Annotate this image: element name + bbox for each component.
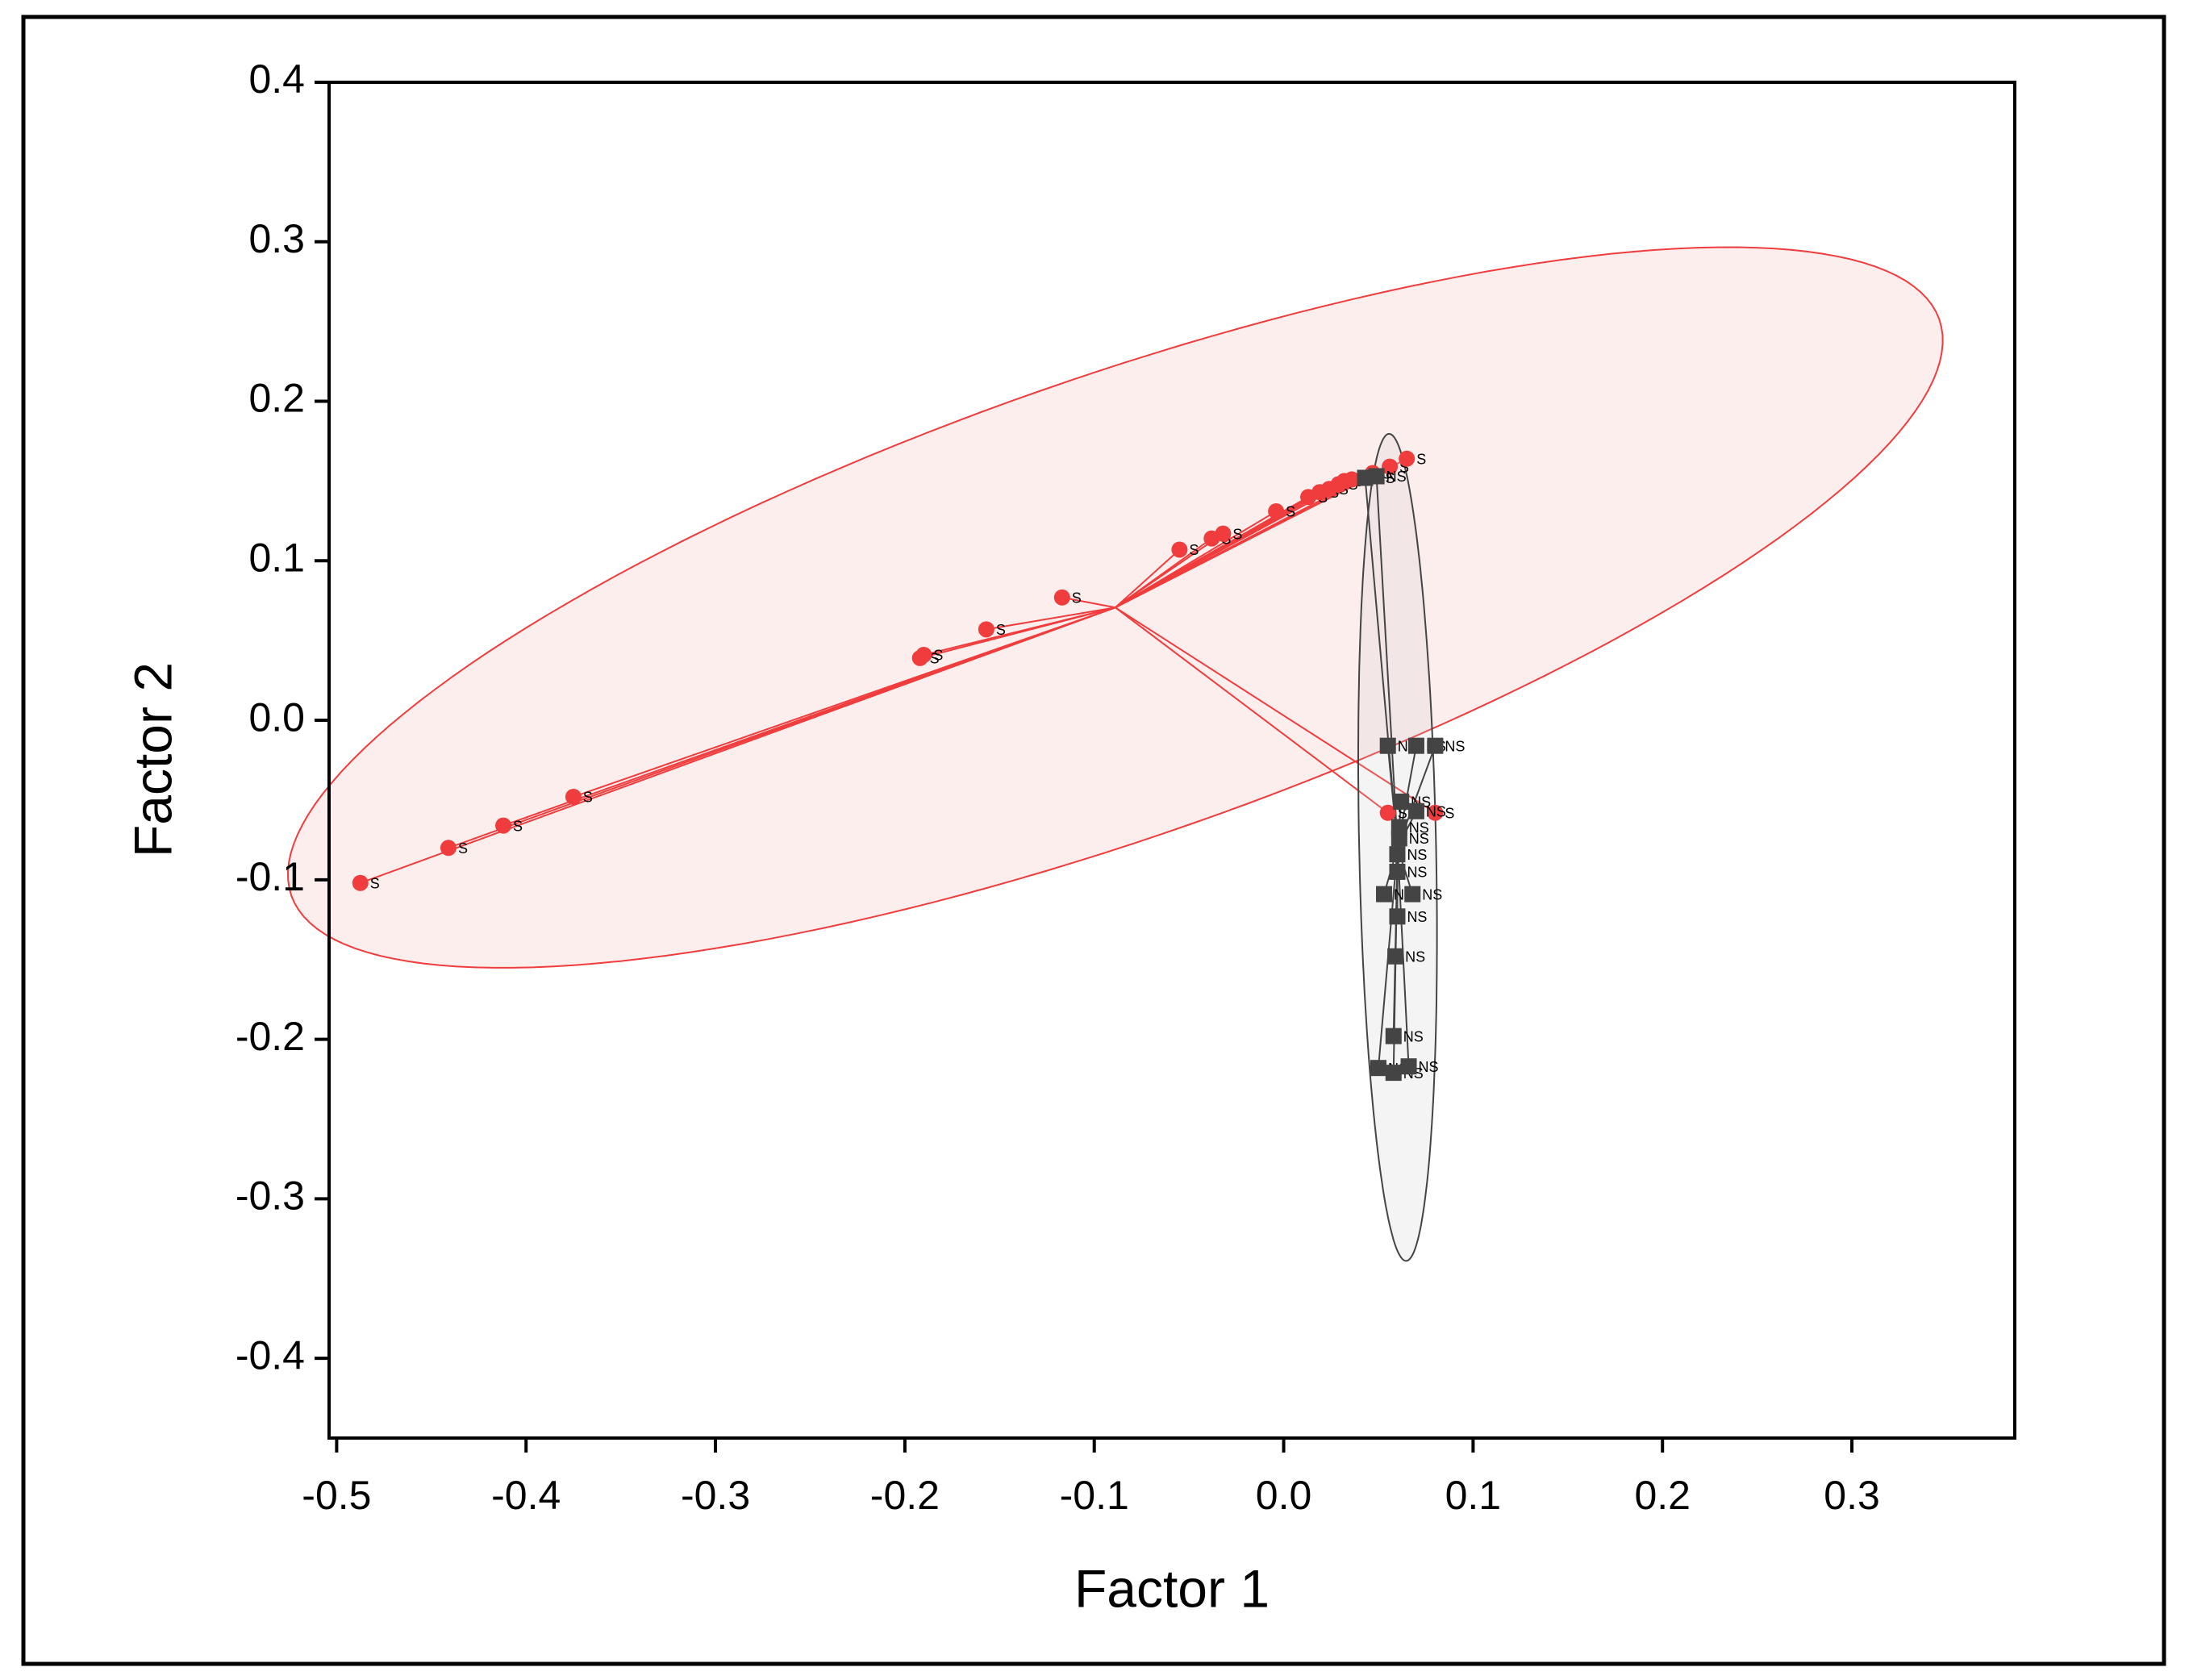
point-label: S — [513, 818, 523, 834]
point-label: NS — [1407, 847, 1427, 863]
point — [565, 788, 582, 805]
y-tick-label: -0.2 — [236, 1014, 305, 1059]
point-label: NS — [1386, 469, 1407, 485]
point-label: NS — [1419, 1059, 1439, 1075]
x-tick-label: 0.3 — [1824, 1473, 1880, 1518]
point — [1171, 541, 1188, 558]
x-tick-label: -0.1 — [1060, 1473, 1129, 1518]
x-tick-label: -0.4 — [491, 1473, 561, 1518]
y-tick-label: -0.3 — [236, 1173, 305, 1219]
point-label: S — [1072, 590, 1082, 607]
point — [1387, 948, 1404, 965]
point — [1389, 863, 1406, 880]
centroid-line — [986, 607, 1115, 631]
point — [1382, 458, 1399, 475]
point-label: S — [930, 651, 940, 667]
plot-area: SSSSSSSSSSSSSSSSSSSSSSSNSNSNSNSNSNSNSNSN… — [286, 246, 1944, 1262]
y-tick-label: 0.4 — [248, 56, 305, 102]
point-label: NS — [1405, 949, 1425, 965]
point-label: S — [996, 622, 1006, 638]
point-label: S — [933, 648, 943, 664]
point — [1404, 886, 1421, 903]
point — [1389, 846, 1406, 863]
point — [915, 646, 932, 663]
centroid-line — [573, 607, 1116, 798]
centroid-line — [1375, 476, 1399, 848]
outer-frame — [21, 15, 2166, 1666]
point — [1393, 793, 1410, 810]
centroid-line — [924, 607, 1116, 656]
point — [1427, 737, 1444, 754]
y-tick-label: 0.0 — [248, 694, 305, 740]
point — [1399, 450, 1416, 467]
point-label: NS — [1409, 819, 1429, 836]
point-label: S — [458, 840, 468, 857]
centroid-line — [1115, 548, 1181, 608]
point-label: S — [583, 790, 593, 806]
y-tick-label: 0.2 — [248, 376, 305, 421]
point-label: NS — [1407, 865, 1427, 881]
point-label: NS — [1422, 886, 1442, 903]
centroid-line — [1115, 532, 1224, 609]
point — [1427, 804, 1444, 821]
x-tick-label: -0.3 — [681, 1473, 750, 1518]
point — [1268, 502, 1285, 519]
x-tick-label: -0.5 — [302, 1473, 371, 1518]
y-tick-label: -0.4 — [236, 1332, 305, 1378]
point-label: NS — [1403, 1028, 1424, 1044]
point-label: S — [1445, 806, 1454, 822]
point — [1370, 1060, 1386, 1077]
point — [1407, 737, 1424, 754]
point — [440, 840, 457, 857]
centroid-line — [1115, 607, 1436, 814]
point-label: S — [370, 876, 380, 892]
point-label: S — [1286, 504, 1295, 520]
point — [495, 817, 512, 834]
point-label: NS — [1445, 738, 1465, 754]
y-axis-title: Factor 2 — [123, 662, 182, 857]
point-label: S — [1232, 526, 1242, 542]
point — [1215, 525, 1232, 542]
point — [1376, 886, 1393, 903]
point-label: NS — [1409, 831, 1429, 847]
point — [1379, 804, 1396, 821]
point — [1407, 802, 1424, 819]
x-tick-label: 0.0 — [1256, 1473, 1312, 1518]
point — [1400, 1058, 1417, 1075]
point-label: S — [1189, 542, 1199, 558]
point-label: NS — [1407, 909, 1427, 925]
point — [1389, 908, 1406, 925]
point — [1385, 1065, 1402, 1082]
point — [1344, 471, 1361, 488]
point-label: S — [1416, 451, 1426, 467]
axes-frame — [327, 81, 2016, 1440]
y-tick-label: -0.1 — [236, 854, 305, 899]
point-label: NS — [1426, 804, 1446, 820]
point — [1385, 1028, 1402, 1044]
centroid-line — [1061, 596, 1115, 609]
y-tick-label: 0.1 — [248, 535, 305, 580]
point — [1368, 468, 1385, 485]
point — [978, 621, 994, 638]
point — [1391, 830, 1407, 847]
y-tick-label: 0.3 — [248, 216, 305, 261]
point — [1053, 589, 1070, 606]
point — [1379, 737, 1396, 754]
centroid-line — [1115, 607, 1389, 814]
x-tick-label: 0.1 — [1445, 1473, 1502, 1518]
x-axis-title: Factor 1 — [1074, 1558, 1270, 1618]
point — [352, 874, 369, 891]
x-tick-label: -0.2 — [870, 1473, 940, 1518]
x-tick-label: 0.2 — [1634, 1473, 1691, 1518]
